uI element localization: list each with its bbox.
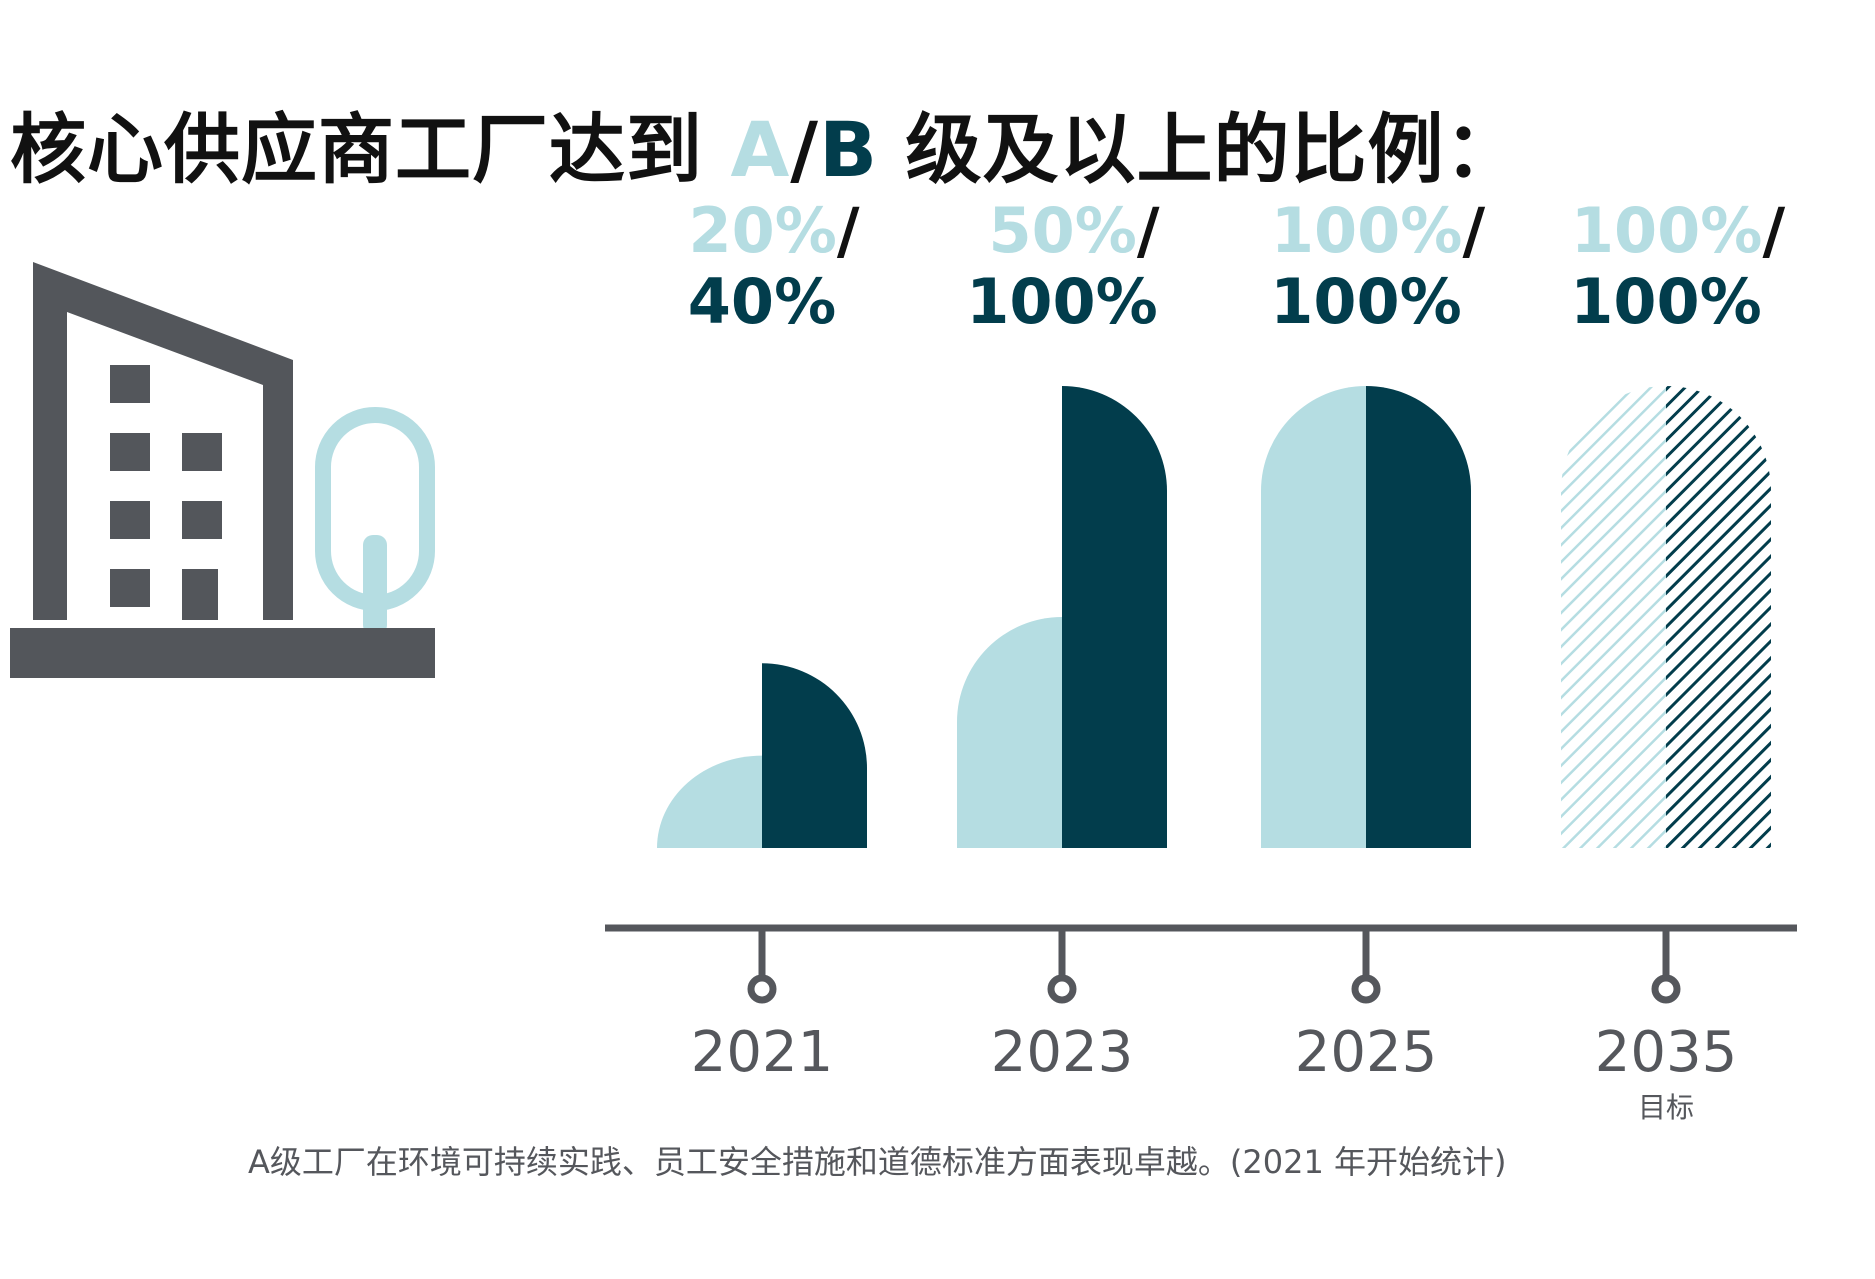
bar-grade-ab-2021 [762, 663, 867, 848]
title-grade-a: A [730, 105, 791, 194]
value-label-ab-2035: 100% [1570, 265, 1762, 338]
value-label-a-2025: 100%/ [1271, 194, 1486, 267]
year-label-2025: 2025 [1295, 1020, 1438, 1085]
axis-marker-2023 [1047, 974, 1077, 1004]
year-sublabel-2035: 目标 [1638, 1091, 1694, 1124]
year-label-2023: 2023 [991, 1020, 1134, 1085]
value-separator-2035: / [1762, 194, 1785, 267]
value-label-ab-2023: 100% [966, 265, 1158, 338]
chart-title: 核心供应商工厂达到 A/B 级及以上的比例： [10, 88, 1521, 198]
bar-grade-a-2023 [957, 617, 1062, 848]
tree-icon [315, 407, 435, 635]
value-label-ab-2021: 40% [688, 265, 836, 338]
value-label-ab-2025: 100% [1270, 265, 1462, 338]
factory-building-icon [10, 262, 435, 678]
value-separator-2021: / [837, 194, 860, 267]
value-separator-2025: / [1462, 194, 1485, 267]
value-label-a-2035: 100%/ [1571, 194, 1786, 267]
year-label-2021: 2021 [691, 1020, 834, 1085]
bar-grade-ab-2035 [1666, 386, 1771, 848]
title-prefix: 核心供应商工厂达到 [10, 105, 731, 194]
year-label-2035: 2035 [1595, 1020, 1738, 1085]
footnote: A级工厂在环境可持续实践、员工安全措施和道德标准方面表现卓越。(2021 年开始… [248, 1143, 1507, 1181]
ground-bar [10, 628, 435, 678]
axis-marker-2025 [1351, 974, 1381, 1004]
building-icon [33, 262, 293, 620]
title-suffix: 级及以上的比例： [878, 105, 1522, 194]
title-slash: / [790, 105, 820, 194]
value-label-a-2023: 50%/ [988, 194, 1159, 267]
bar-grade-a-2021 [657, 755, 762, 848]
value-label-a-2021: 20%/ [688, 194, 859, 267]
bar-grade-a-2025 [1261, 386, 1366, 848]
axis-marker-2021 [747, 974, 777, 1004]
axis-marker-2035 [1651, 974, 1681, 1004]
bar-grade-ab-2025 [1366, 386, 1471, 848]
bar-grade-ab-2023 [1062, 386, 1167, 848]
bar-grade-a-2035 [1561, 386, 1666, 848]
value-separator-2023: / [1137, 194, 1160, 267]
title-grade-b: B [819, 105, 878, 194]
